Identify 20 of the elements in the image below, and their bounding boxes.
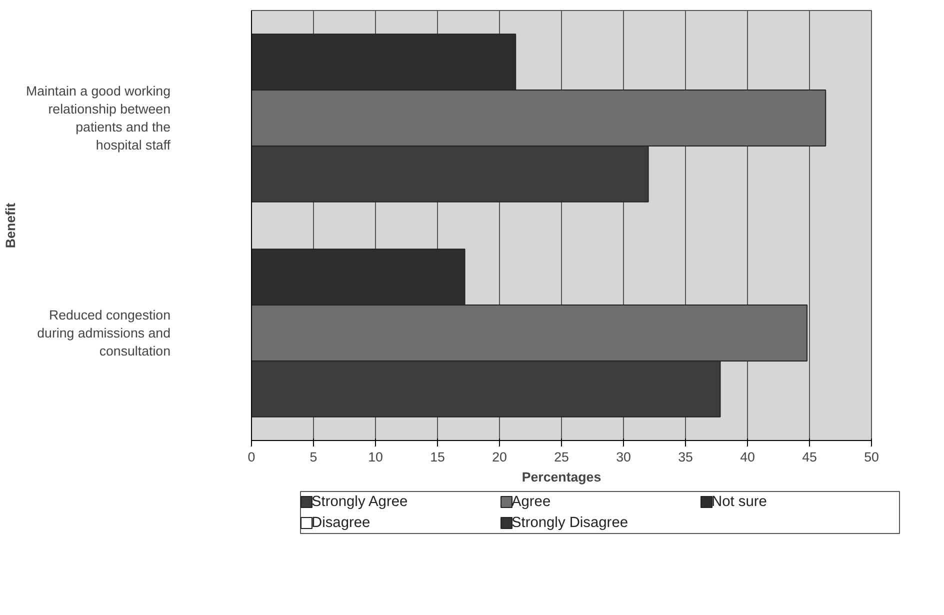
x-tick-label: 15: [430, 450, 445, 464]
x-axis-title: Percentages: [522, 470, 602, 484]
x-tick-label: 50: [864, 450, 879, 464]
y-tick-label: Reduced congestion during admissions and consultation: [37, 308, 171, 358]
legend-label: Not sure: [712, 494, 767, 510]
x-tick-label: 30: [616, 450, 631, 464]
legend-label: Strongly Disagree: [512, 515, 628, 531]
y-tick-label: Maintain a good working relationship between patients and the hospital staff: [26, 84, 171, 152]
x-tick-label: 20: [492, 450, 507, 464]
x-tick-label: 40: [740, 450, 755, 464]
x-tick-label: 5: [310, 450, 318, 464]
legend-label: Strongly Agree: [312, 494, 408, 510]
legend-label: Disagree: [312, 515, 370, 531]
x-tick-label: 0: [248, 450, 256, 464]
x-tick-label: 35: [678, 450, 693, 464]
x-tick-label: 25: [554, 450, 569, 464]
x-tick-label: 10: [368, 450, 383, 464]
legend-label: Agree: [512, 494, 551, 510]
y-axis-title: Benefit: [3, 202, 18, 248]
x-tick-label: 45: [802, 450, 817, 464]
